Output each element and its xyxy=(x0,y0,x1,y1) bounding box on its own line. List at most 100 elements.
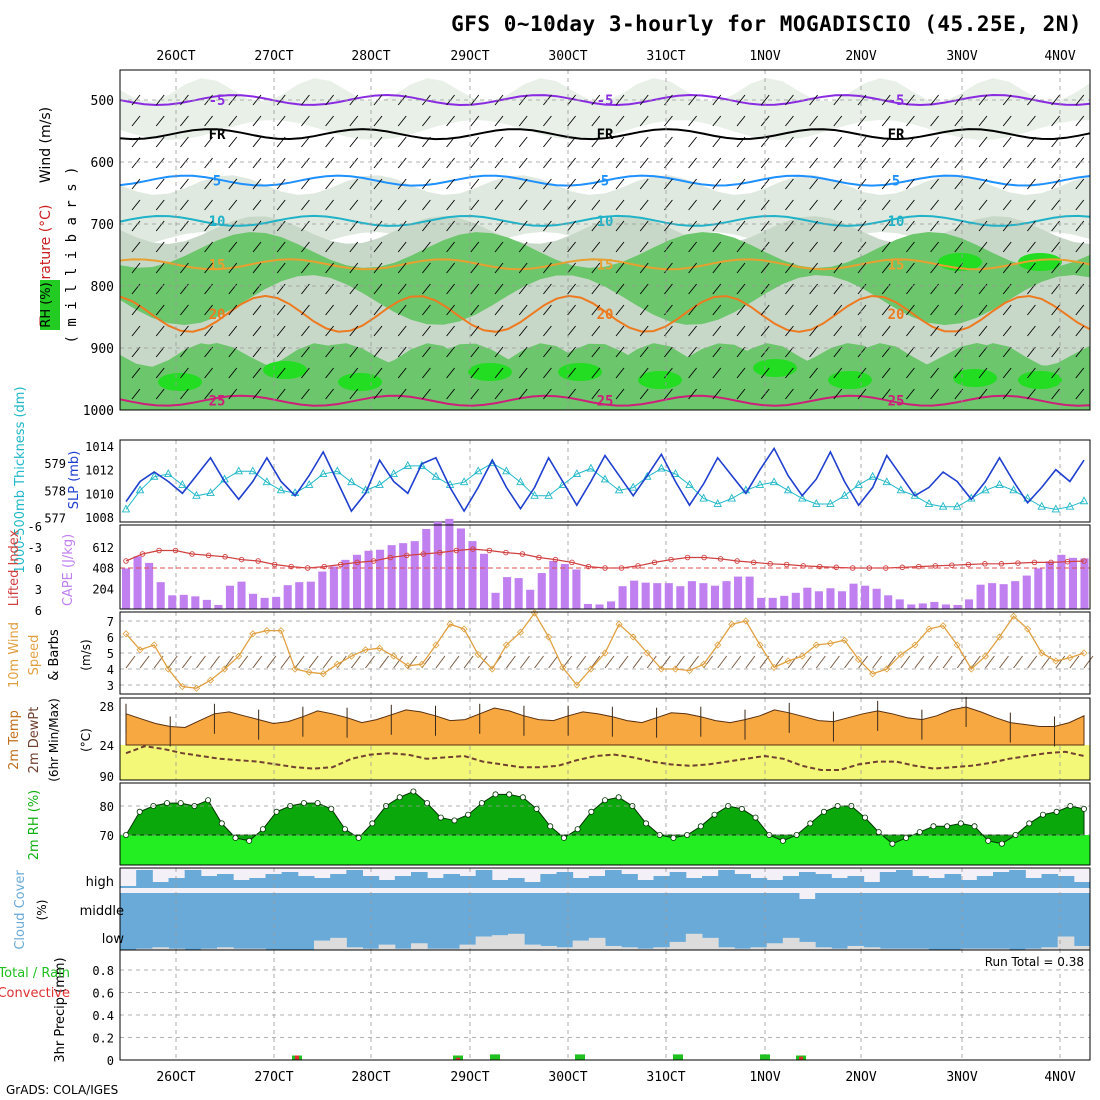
cloud-middle-bar xyxy=(976,893,994,923)
cape-bar xyxy=(249,593,258,609)
wind-barb xyxy=(906,94,915,106)
wind-barb xyxy=(688,136,697,148)
rh2m-point xyxy=(971,823,978,830)
rh2m-point xyxy=(985,837,992,844)
wind10m-point xyxy=(1066,654,1074,662)
cape-bar xyxy=(710,585,720,609)
wind-barb xyxy=(494,136,504,148)
wind-barb xyxy=(422,367,431,379)
lifted-index-point xyxy=(1048,559,1054,566)
cloud-low-bar xyxy=(912,948,929,950)
cloud-low-bar xyxy=(637,948,654,950)
cape-bar xyxy=(514,578,523,609)
precip-y-tick: 0.4 xyxy=(92,1009,114,1023)
cape-bar xyxy=(884,595,893,609)
rh2m-point xyxy=(588,808,595,815)
cape-bar xyxy=(1080,558,1089,609)
wind-barb xyxy=(1002,136,1012,148)
ylabel-precip: 3hr Precip (mm) xyxy=(53,957,68,1062)
wind-barb xyxy=(446,136,455,148)
wind10m-point xyxy=(925,625,933,633)
cloud-high-bar xyxy=(944,874,962,888)
rh2m-point xyxy=(779,837,786,844)
wind-barb xyxy=(712,199,722,211)
wind-barb xyxy=(736,367,746,379)
wind-barb xyxy=(639,325,649,337)
cape-bar xyxy=(676,586,685,609)
cloud-high-bar xyxy=(540,874,557,888)
wind10m-point xyxy=(361,646,370,654)
wind-barb xyxy=(881,388,891,400)
wind-barb xyxy=(446,367,455,379)
dewpoint-band xyxy=(120,745,1090,780)
lifted-index-point xyxy=(420,551,427,557)
cloud-high-bar xyxy=(782,876,800,888)
cape-bar xyxy=(145,562,154,609)
wind-barb xyxy=(785,388,794,400)
cape-bar xyxy=(295,582,304,609)
rh-saturated-blob xyxy=(753,359,797,377)
isotherm-label: -5 xyxy=(888,93,905,109)
rh-saturated-blob xyxy=(263,361,307,379)
wind-barb xyxy=(1075,325,1085,337)
wind-barb xyxy=(881,241,891,253)
wind-barb xyxy=(881,346,891,358)
cape-bar xyxy=(537,573,546,609)
wind-barb xyxy=(373,178,383,190)
wind-barb xyxy=(518,346,528,358)
cloud-middle-bar xyxy=(1057,893,1075,923)
wind-barb xyxy=(567,157,576,169)
wind-barb xyxy=(881,367,891,379)
wind10m-point xyxy=(1009,612,1018,620)
isotherm-label: 25 xyxy=(888,394,905,410)
wind-barb xyxy=(422,115,431,127)
cloud-level-high: high xyxy=(86,875,114,890)
wind-barb xyxy=(397,262,407,274)
wind10m-point xyxy=(869,670,877,678)
wind10m-point xyxy=(714,641,722,649)
wind-barb xyxy=(906,115,915,127)
wind10m-point xyxy=(347,652,355,660)
wind-barb xyxy=(615,241,625,253)
cloud-low-bar xyxy=(508,933,525,950)
cape-bar xyxy=(422,528,431,609)
wind-barb xyxy=(567,262,576,274)
isotherm-line xyxy=(119,258,1091,271)
cape-bar xyxy=(826,588,835,609)
rh-legend-swatch xyxy=(40,280,60,330)
wind-barb xyxy=(1027,220,1036,232)
wind-barb xyxy=(712,157,722,169)
rh2m-point xyxy=(519,794,526,801)
wind-barb xyxy=(494,304,504,316)
cape-bar xyxy=(849,583,858,609)
wind-barb xyxy=(325,262,334,274)
wind-barb xyxy=(276,367,286,379)
wind-barb xyxy=(373,283,383,295)
wind10m-point xyxy=(178,683,186,691)
lifted-index-point xyxy=(139,551,146,557)
wind-barb xyxy=(1002,241,1012,253)
ylabel-wind-speed: Speed xyxy=(27,635,42,676)
cloud-high-bar xyxy=(314,878,331,888)
rh2m-point xyxy=(560,834,567,841)
ylabel-cloud-cover: Cloud Cover xyxy=(13,870,28,950)
thickness-point xyxy=(572,469,582,477)
wind-barb xyxy=(470,262,480,274)
lifted-index-point xyxy=(437,549,443,556)
thickness-point xyxy=(502,466,511,475)
wind-barb xyxy=(1075,241,1085,253)
rh2m-point xyxy=(862,814,869,821)
wind-barb xyxy=(978,94,988,106)
cloud-high-bar xyxy=(217,874,234,888)
thickness-point xyxy=(671,469,680,477)
wind10m-barb xyxy=(646,655,657,669)
lifted-index-point xyxy=(750,559,757,566)
wind-barb xyxy=(180,136,189,148)
x-tick-label-bottom: 27OCT xyxy=(254,1070,293,1085)
ylabel-cape: CAPE (J/kg) xyxy=(61,534,76,606)
wind-barb xyxy=(809,199,818,211)
wind10m-point xyxy=(911,641,919,649)
thickness-point xyxy=(530,490,539,499)
cloud-middle-bar xyxy=(1041,893,1059,923)
cape-bar xyxy=(1034,568,1043,609)
